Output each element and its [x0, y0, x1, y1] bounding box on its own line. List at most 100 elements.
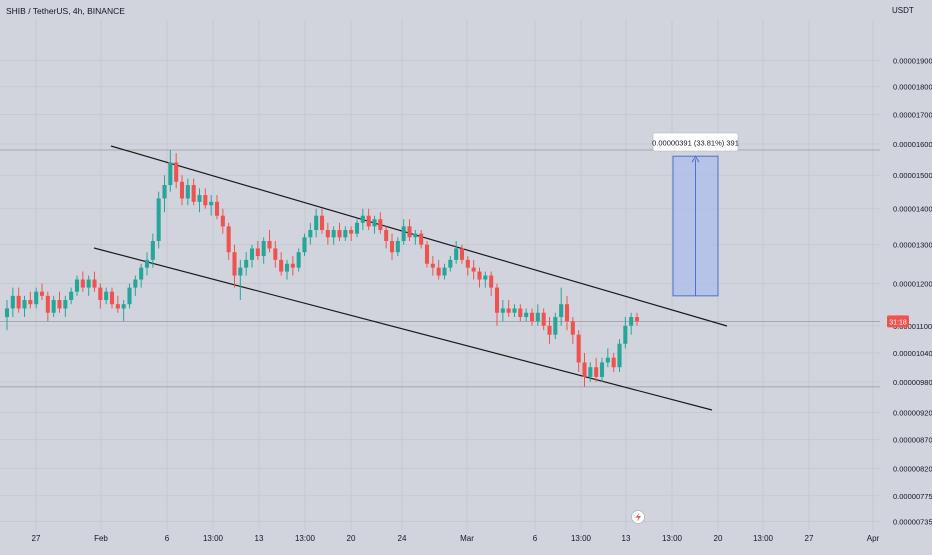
candle-body	[331, 229, 336, 238]
candle	[238, 259, 243, 301]
candle	[582, 353, 587, 387]
candle	[34, 287, 39, 309]
candle	[162, 175, 167, 213]
candle	[389, 233, 395, 260]
price-tick-label: 0.00001200	[893, 280, 932, 289]
candle	[413, 229, 418, 245]
candle-body	[594, 367, 599, 377]
candle-body	[319, 215, 325, 230]
candle	[529, 308, 535, 326]
candle-body	[559, 304, 564, 318]
candle	[454, 240, 459, 264]
price-tick-label: 0.00001600	[893, 140, 932, 149]
candle-body	[553, 317, 558, 335]
candle-body	[16, 295, 21, 309]
candle-body	[127, 287, 132, 305]
candle-body	[407, 226, 412, 238]
candle-body	[74, 279, 80, 292]
price-tick-label: 0.00001300	[893, 241, 932, 250]
candle	[57, 291, 62, 313]
candle-body	[366, 215, 371, 227]
candle	[232, 244, 237, 288]
candle	[594, 357, 599, 382]
time-tick-label: 20	[714, 534, 723, 543]
currency-label: USDT	[892, 6, 914, 15]
lightning-icon	[631, 510, 645, 524]
candle	[314, 208, 319, 238]
candle	[249, 244, 255, 268]
candle	[384, 226, 389, 249]
time-axis[interactable]: 27 Feb 6 13:00 13 13:00 20 24 Mar 6 13:00 13 13:00 20…	[32, 534, 880, 543]
candle-body	[314, 215, 319, 230]
candle-body	[121, 304, 126, 309]
candle	[214, 195, 220, 220]
candle-body	[98, 287, 103, 301]
measure-layer[interactable]: 0.00000391 (33.81%) 391	[652, 132, 739, 297]
candle-body	[471, 267, 476, 272]
price-tick-label: 0.00001040	[893, 349, 932, 358]
candle-body	[459, 248, 465, 260]
candle	[121, 300, 126, 322]
current-price-countdown: 31:18	[889, 319, 907, 326]
candle	[179, 175, 185, 206]
candle-body	[244, 259, 249, 268]
candle-body	[465, 259, 470, 268]
candle-body	[39, 291, 45, 296]
candle-body	[384, 229, 389, 241]
candle	[524, 308, 529, 322]
candle	[564, 295, 570, 331]
candle	[174, 153, 179, 189]
price-tick-label: 0.00001500	[893, 171, 932, 180]
candle	[209, 195, 214, 216]
lightning-icon-bolt	[635, 512, 641, 522]
candle-body	[448, 259, 453, 268]
candle-body	[69, 291, 74, 301]
symbol-title: SHIB / TetherUS, 4h, BINANCE	[6, 6, 125, 16]
measure-arrow-head	[691, 155, 700, 163]
candle-body	[611, 357, 616, 368]
price-axis[interactable]: 0.00001900 0.00001800 0.00001700 0.00001600…	[887, 57, 932, 527]
candle-body	[325, 229, 330, 238]
candle-body	[564, 304, 570, 322]
candle-body	[92, 279, 97, 288]
candle	[51, 295, 56, 318]
time-tick-label: 6	[533, 534, 538, 543]
channel-layer[interactable]	[93, 145, 728, 411]
candle-body	[582, 362, 587, 377]
candle	[127, 283, 132, 309]
channel-lower-line[interactable]	[93, 247, 713, 411]
channel-upper-line[interactable]	[110, 145, 728, 327]
candle-body	[34, 291, 39, 305]
icon-layer	[631, 510, 645, 524]
candle	[226, 222, 231, 260]
time-tick-label: 13	[255, 534, 264, 543]
candle	[290, 256, 295, 276]
candle-body	[10, 295, 15, 309]
candle-body	[261, 240, 266, 257]
candle-body	[524, 312, 529, 318]
price-tick-label: 0.00001900	[893, 57, 932, 66]
candle	[168, 150, 173, 192]
candle	[308, 222, 313, 245]
candle	[319, 208, 325, 234]
candle	[109, 287, 115, 309]
candle	[576, 330, 581, 373]
candle-body	[629, 317, 634, 326]
candle-body	[489, 275, 494, 288]
candle-body	[191, 185, 196, 202]
candle-body	[395, 240, 400, 253]
candle	[395, 237, 400, 257]
candle	[28, 291, 33, 309]
candle-body	[349, 229, 354, 234]
candle-body	[343, 229, 348, 238]
candle	[197, 188, 202, 213]
price-tick-label: 0.00001100	[893, 322, 932, 331]
candle	[448, 256, 453, 272]
candle	[45, 291, 50, 322]
candle	[623, 317, 628, 349]
candle	[354, 219, 360, 238]
time-tick-label: 13:00	[662, 534, 683, 543]
candle-body	[226, 226, 231, 253]
